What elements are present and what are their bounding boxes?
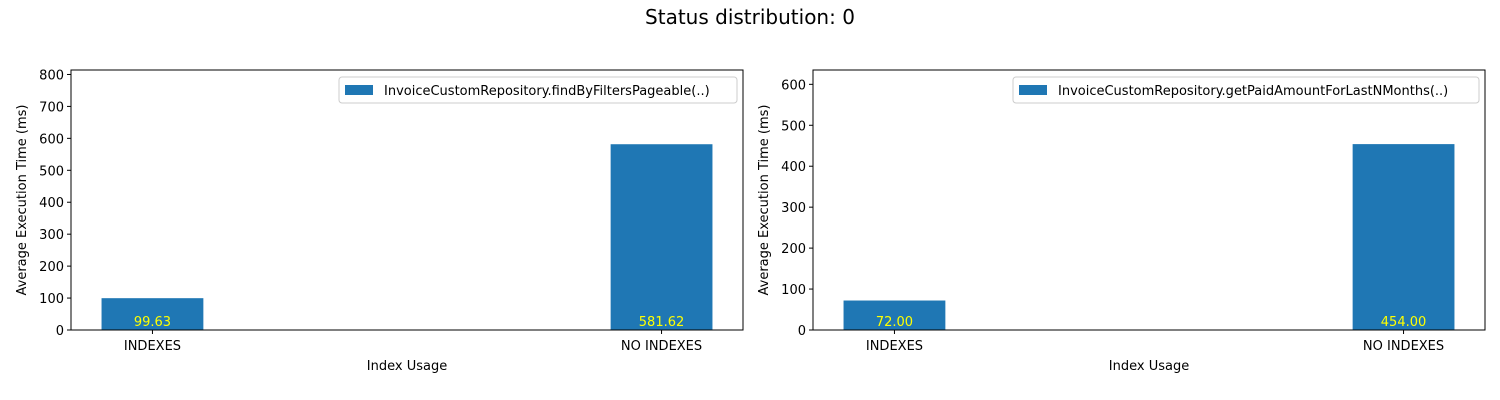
legend-box bbox=[1012, 76, 1480, 104]
y-tick-label: 400 bbox=[39, 196, 64, 211]
legend: InvoiceCustomRepository.getPaidAmountFor… bbox=[1012, 76, 1480, 104]
bar bbox=[843, 300, 946, 330]
x-tick-label: NO INDEXES bbox=[621, 339, 702, 354]
y-tick-label: 500 bbox=[781, 119, 806, 134]
y-tick-label: 0 bbox=[56, 324, 64, 339]
y-tick-label: 300 bbox=[39, 228, 64, 243]
y-tick-label: 600 bbox=[781, 78, 806, 93]
data-label: 72.00 bbox=[876, 315, 913, 330]
y-tick-label: 700 bbox=[39, 100, 64, 115]
figure-title: Status distribution: 0 bbox=[645, 5, 855, 29]
data-label: 99.63 bbox=[134, 315, 171, 330]
bar bbox=[1352, 144, 1455, 330]
y-tick-label: 200 bbox=[39, 260, 64, 275]
y-axis-label: Average Execution Time (ms) bbox=[15, 105, 30, 296]
bar bbox=[101, 298, 204, 330]
y-tick-label: 600 bbox=[39, 132, 64, 147]
y-tick-label: 400 bbox=[781, 160, 806, 175]
legend-box bbox=[338, 76, 738, 104]
legend-swatch bbox=[345, 85, 373, 95]
data-label: 454.00 bbox=[1381, 315, 1427, 330]
x-axis-label: Index Usage bbox=[1109, 359, 1189, 374]
x-tick-label: NO INDEXES bbox=[1363, 339, 1444, 354]
axes-frame bbox=[812, 69, 1486, 331]
y-tick-label: 200 bbox=[781, 242, 806, 257]
x-tick-label: INDEXES bbox=[124, 339, 181, 354]
y-tick-label: 800 bbox=[39, 68, 64, 83]
legend-label: InvoiceCustomRepository.getPaidAmountFor… bbox=[1058, 84, 1448, 99]
bar bbox=[610, 144, 713, 330]
axes-frame bbox=[70, 69, 744, 331]
data-label: 581.62 bbox=[639, 315, 685, 330]
legend-swatch bbox=[1019, 85, 1047, 95]
y-tick-label: 100 bbox=[39, 292, 64, 307]
subplot-right: 72.00 454.00 0 100 200 300 400 500 600 INDEXES NO … bbox=[757, 69, 1486, 374]
legend: InvoiceCustomRepository.findByFiltersPag… bbox=[338, 76, 738, 104]
x-tick-label: INDEXES bbox=[866, 339, 923, 354]
legend-label: InvoiceCustomRepository.findByFiltersPag… bbox=[384, 84, 710, 99]
y-axis-label: Average Execution Time (ms) bbox=[757, 105, 772, 296]
y-tick-label: 100 bbox=[781, 283, 806, 298]
x-axis-label: Index Usage bbox=[367, 359, 447, 374]
subplot-left: 99.63 581.62 0 100 200 300 400 500 600 700 800 INDE… bbox=[15, 68, 744, 374]
y-tick-label: 0 bbox=[798, 324, 806, 339]
y-tick-label: 300 bbox=[781, 201, 806, 216]
y-tick-label: 500 bbox=[39, 164, 64, 179]
